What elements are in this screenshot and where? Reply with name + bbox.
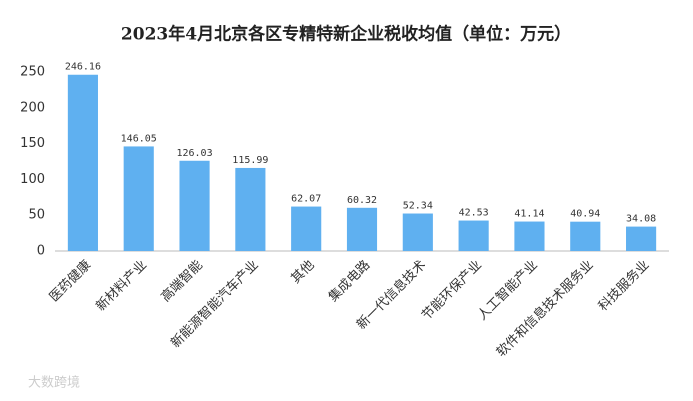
bar xyxy=(235,167,266,251)
value-label: 52.34 xyxy=(403,201,433,212)
y-tick-label: 50 xyxy=(28,208,45,223)
value-label: 42.53 xyxy=(459,208,489,219)
bar xyxy=(123,146,154,251)
x-tick-label: 科技服务业 xyxy=(595,257,652,314)
x-tick-label: 集成电路 xyxy=(325,257,373,305)
x-tick-label: 其他 xyxy=(288,258,317,287)
x-tick-label: 软件和信息技术服务业 xyxy=(493,257,596,360)
bar xyxy=(570,221,601,251)
x-tick-label: 高端智能 xyxy=(158,257,206,305)
bar xyxy=(458,220,489,251)
bar xyxy=(346,207,378,251)
y-tick-label: 100 xyxy=(20,172,45,187)
value-label: 146.05 xyxy=(121,133,157,144)
y-tick-label: 150 xyxy=(20,136,45,151)
bar xyxy=(514,221,545,251)
bar xyxy=(402,213,433,251)
value-label: 40.94 xyxy=(570,209,600,220)
x-tick-label: 新材料产业 xyxy=(93,257,150,314)
y-tick-label: 200 xyxy=(20,100,45,115)
y-tick-label: 250 xyxy=(20,65,45,80)
bar xyxy=(179,160,210,251)
value-label: 246.16 xyxy=(65,62,101,73)
y-tick-label: 0 xyxy=(37,244,45,259)
watermark: 大数跨境 xyxy=(28,376,80,391)
value-label: 126.03 xyxy=(176,148,212,159)
bar xyxy=(626,226,657,251)
value-label: 60.32 xyxy=(347,195,377,206)
chart-title: 2023年4月北京各区专精特新企业税收均值（单位：万元） xyxy=(121,24,571,45)
value-label: 115.99 xyxy=(232,155,268,166)
bar xyxy=(291,206,322,251)
bar xyxy=(67,74,98,251)
value-label: 34.08 xyxy=(626,214,656,225)
value-label: 41.14 xyxy=(514,209,544,220)
value-label: 62.07 xyxy=(291,194,321,205)
x-tick-label: 医药健康 xyxy=(46,257,94,305)
